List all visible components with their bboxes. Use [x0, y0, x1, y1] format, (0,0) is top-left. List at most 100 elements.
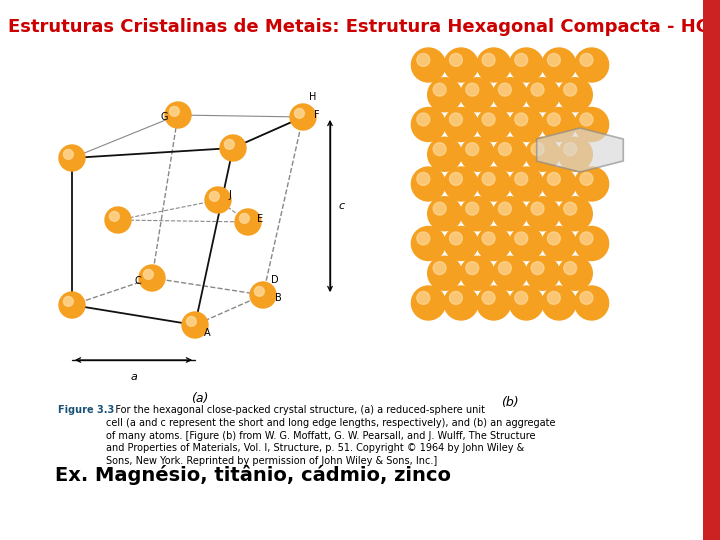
Circle shape — [542, 286, 576, 320]
Circle shape — [428, 137, 462, 171]
Circle shape — [580, 292, 593, 305]
Circle shape — [186, 316, 197, 326]
Circle shape — [428, 256, 462, 291]
Text: A: A — [204, 328, 210, 338]
Circle shape — [498, 202, 511, 215]
Circle shape — [290, 104, 316, 130]
Text: F: F — [314, 110, 320, 120]
Circle shape — [411, 48, 446, 82]
Circle shape — [444, 226, 478, 260]
Circle shape — [466, 143, 479, 156]
Circle shape — [580, 172, 593, 185]
Circle shape — [205, 187, 231, 213]
Circle shape — [509, 48, 544, 82]
Circle shape — [547, 53, 560, 66]
Circle shape — [428, 197, 462, 231]
Circle shape — [575, 226, 608, 260]
Circle shape — [531, 83, 544, 96]
Circle shape — [449, 53, 462, 66]
Circle shape — [235, 209, 261, 235]
Circle shape — [547, 292, 560, 305]
Circle shape — [477, 226, 510, 260]
Circle shape — [531, 202, 544, 215]
Circle shape — [444, 286, 478, 320]
Circle shape — [580, 113, 593, 126]
Circle shape — [564, 143, 577, 156]
Text: Ex. Magnésio, titânio, cádmio, zinco: Ex. Magnésio, titânio, cádmio, zinco — [55, 465, 451, 485]
Text: Figure 3.3: Figure 3.3 — [58, 405, 114, 415]
Circle shape — [63, 150, 73, 159]
Circle shape — [449, 292, 462, 305]
Text: c: c — [338, 201, 344, 211]
Circle shape — [515, 232, 528, 245]
Circle shape — [515, 172, 528, 185]
Circle shape — [531, 143, 544, 156]
Circle shape — [493, 137, 527, 171]
Circle shape — [515, 53, 528, 66]
Circle shape — [482, 292, 495, 305]
Circle shape — [526, 197, 559, 231]
Circle shape — [564, 202, 577, 215]
Circle shape — [109, 212, 120, 221]
Text: J: J — [228, 190, 231, 200]
Circle shape — [411, 167, 446, 201]
Circle shape — [482, 172, 495, 185]
Circle shape — [220, 135, 246, 161]
Circle shape — [526, 137, 559, 171]
Circle shape — [482, 232, 495, 245]
Circle shape — [575, 48, 608, 82]
Polygon shape — [536, 128, 624, 172]
Circle shape — [182, 312, 208, 338]
Circle shape — [477, 167, 510, 201]
Circle shape — [169, 106, 179, 116]
Circle shape — [542, 48, 576, 82]
Circle shape — [547, 113, 560, 126]
Circle shape — [460, 256, 495, 291]
Circle shape — [542, 226, 576, 260]
Circle shape — [63, 296, 73, 306]
Circle shape — [531, 262, 544, 275]
Text: C: C — [135, 276, 141, 286]
Text: (a): (a) — [192, 392, 209, 405]
Text: (b): (b) — [501, 396, 519, 409]
Circle shape — [59, 145, 85, 171]
Circle shape — [498, 83, 511, 96]
Circle shape — [444, 48, 478, 82]
Circle shape — [460, 197, 495, 231]
Circle shape — [515, 292, 528, 305]
Circle shape — [411, 286, 446, 320]
Circle shape — [250, 282, 276, 308]
Text: G: G — [161, 112, 168, 122]
Bar — [703, 0, 720, 540]
Circle shape — [417, 113, 430, 126]
Circle shape — [498, 262, 511, 275]
Text: H: H — [310, 92, 317, 102]
Circle shape — [558, 78, 593, 112]
Circle shape — [547, 232, 560, 245]
Circle shape — [509, 107, 544, 141]
Circle shape — [542, 107, 576, 141]
Circle shape — [411, 107, 446, 141]
Circle shape — [294, 109, 305, 118]
Circle shape — [433, 143, 446, 156]
Text: For the hexagonal close-packed crystal structure, (a) a reduced-sphere unit
cell: For the hexagonal close-packed crystal s… — [106, 405, 556, 466]
Circle shape — [240, 213, 249, 224]
Circle shape — [515, 113, 528, 126]
Circle shape — [444, 107, 478, 141]
Circle shape — [477, 107, 510, 141]
Circle shape — [509, 226, 544, 260]
Circle shape — [498, 143, 511, 156]
Circle shape — [493, 256, 527, 291]
Circle shape — [580, 53, 593, 66]
Circle shape — [526, 78, 559, 112]
Circle shape — [411, 226, 446, 260]
Circle shape — [417, 232, 430, 245]
Circle shape — [482, 53, 495, 66]
Circle shape — [580, 232, 593, 245]
Circle shape — [225, 139, 234, 149]
Circle shape — [466, 202, 479, 215]
Circle shape — [105, 207, 131, 233]
Circle shape — [433, 202, 446, 215]
Circle shape — [449, 232, 462, 245]
Circle shape — [449, 113, 462, 126]
